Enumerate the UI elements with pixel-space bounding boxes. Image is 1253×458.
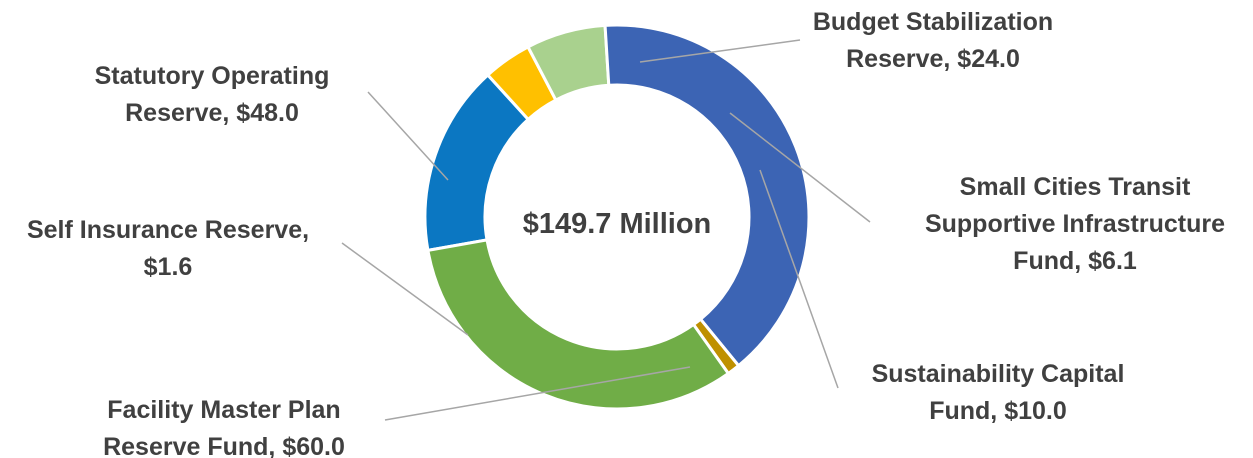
donut-slice-5	[426, 238, 731, 411]
leader-line-0	[639, 39, 801, 63]
slice-label-line: Supportive Infrastructure	[925, 210, 1225, 238]
slice-label-line: Sustainability Capital	[872, 360, 1125, 388]
slice-label-line: Self Insurance Reserve,	[27, 216, 309, 244]
slice-label-line: Budget Stabilization	[813, 8, 1053, 36]
slice-label-4: Self Insurance Reserve, $1.6	[27, 216, 309, 281]
slice-label-line: Small Cities Transit	[960, 173, 1191, 201]
slice-label-line: Facility Master Plan	[107, 396, 340, 424]
leader-line-2	[759, 169, 839, 389]
leader-line-5	[367, 91, 449, 181]
slice-labels-group: Budget Stabilization Reserve, $24.0 Small …	[27, 8, 1225, 458]
slice-label-2: Sustainability Capital Fund, $10.0	[872, 360, 1125, 425]
leader-line-4	[341, 242, 469, 336]
leader-lines-group	[341, 39, 871, 421]
leader-line-1	[729, 112, 871, 223]
slice-label-line: Reserve, $24.0	[846, 45, 1020, 73]
slice-label-5: Statutory Operating Reserve, $48.0	[95, 62, 330, 127]
slice-label-line: Fund, $10.0	[929, 397, 1067, 425]
slices-group	[423, 23, 811, 411]
slice-label-0: Budget Stabilization Reserve, $24.0	[813, 8, 1053, 73]
donut-slice-3	[603, 23, 811, 368]
slice-label-line: Statutory Operating	[95, 62, 330, 90]
slice-label-line: Fund, $6.1	[1013, 247, 1137, 275]
slice-label-3: Facility Master Plan Reserve Fund, $60.0	[103, 396, 345, 458]
slice-label-line: Reserve Fund, $60.0	[103, 433, 345, 458]
center-total-label: $149.7 Million	[523, 208, 712, 240]
leader-line-3	[384, 366, 691, 421]
slice-label-1: Small Cities Transit Supportive Infrastru…	[925, 173, 1225, 275]
slice-label-line: Reserve, $48.0	[125, 99, 299, 127]
slice-label-line: $1.6	[144, 253, 193, 281]
